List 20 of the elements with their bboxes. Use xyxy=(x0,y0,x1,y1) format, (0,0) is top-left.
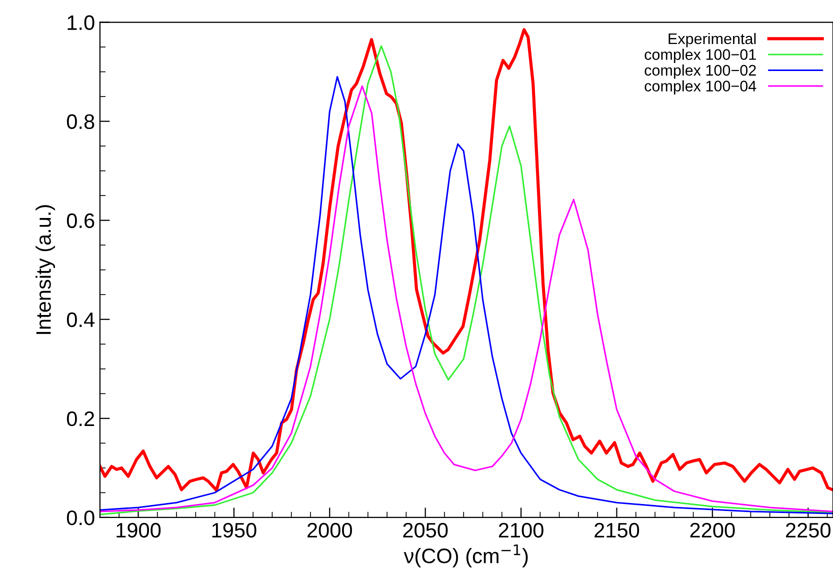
legend-label: Experimental xyxy=(668,32,756,48)
y-tick-label: 0.8 xyxy=(66,114,94,130)
x-tick-label: 2000 xyxy=(308,522,352,538)
x-axis-title: ν(CO) (cm$^{−1}$) xyxy=(404,544,528,568)
y-axis-title: Intensity (a.u.) xyxy=(36,205,56,334)
y-tick-label: 0.6 xyxy=(66,213,94,228)
x-tick-label: 2100 xyxy=(498,522,544,538)
y-tick-label: 0.2 xyxy=(66,411,94,426)
legend-label: complex 100−04 xyxy=(644,80,756,95)
y-tick-label: 0.0 xyxy=(66,510,94,526)
legend-label: complex 100−02 xyxy=(644,64,756,79)
y-tick-label: 1.0 xyxy=(68,15,94,30)
y-tick-label: 0.4 xyxy=(66,312,94,328)
x-tick-label: 1900 xyxy=(116,522,161,538)
x-tick-label: 2150 xyxy=(594,522,640,538)
x-tick-label: 2050 xyxy=(403,522,448,538)
x-tick-label: 2200 xyxy=(690,522,735,538)
x-tick-label: 1950 xyxy=(212,522,256,538)
x-tick-label: 2250 xyxy=(786,522,830,538)
legend-label: complex 100−01 xyxy=(644,48,756,63)
